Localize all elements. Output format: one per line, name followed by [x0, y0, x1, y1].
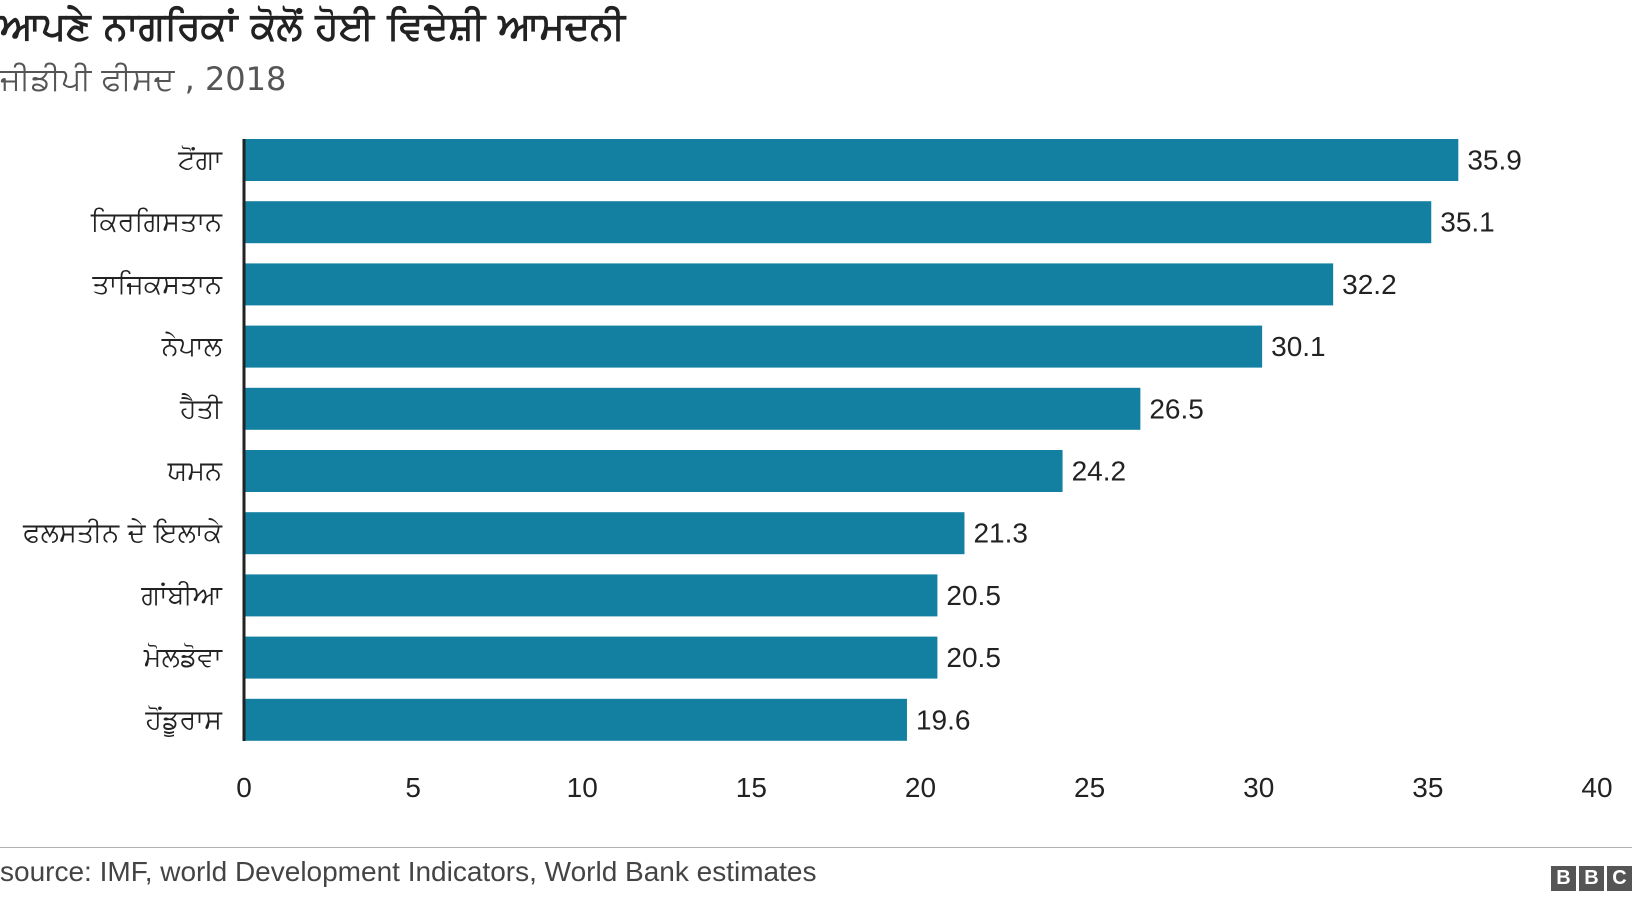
bbc-logo-letter: C	[1607, 866, 1632, 891]
x-tick-label: 25	[1074, 772, 1105, 803]
bar	[244, 387, 1141, 430]
x-tick-label: 30	[1243, 772, 1274, 803]
category-label: ਟੋਂਗਾ	[177, 145, 223, 176]
value-label: 32.2	[1342, 269, 1397, 300]
footer-divider	[0, 847, 1632, 848]
source-note: source: IMF, world Development Indicator…	[0, 856, 817, 887]
x-tick-label: 15	[736, 772, 767, 803]
bar	[244, 574, 938, 617]
category-label: ਤਾਜਿਕਸਤਾਨ	[91, 269, 223, 300]
bar	[244, 636, 938, 679]
value-label: 21.3	[973, 518, 1027, 549]
category-label: ਹੋਂਡੂਰਾਸ	[144, 704, 223, 737]
bar	[244, 512, 965, 555]
value-label: 26.5	[1149, 393, 1204, 424]
category-label: ਹੈਤੀ	[179, 393, 223, 424]
bbc-logo: B B C	[1551, 866, 1632, 891]
value-label: 20.5	[946, 642, 1001, 673]
category-label: ਮੋਲਡੋਵਾ	[143, 642, 223, 673]
bbc-logo-letter: B	[1579, 866, 1604, 891]
x-tick-label: 35	[1412, 772, 1443, 803]
chart-subtitle: ਜੀਡੀਪੀ ਫੀਸਦ , 2018	[0, 60, 287, 98]
chart-title: ਆਪਣੇ ਨਾਗਰਿਕਾਂ ਕੋਲੋਂ ਹੋਈ ਵਿਦੇਸ਼ੀ ਆਮਦਨੀ	[0, 4, 626, 48]
bar	[244, 450, 1063, 492]
bar	[244, 139, 1459, 181]
category-label: ਨੇਪਾਲ	[161, 331, 223, 362]
bar	[244, 263, 1334, 306]
bar	[244, 325, 1263, 368]
x-tick-label: 10	[567, 772, 598, 803]
bar	[244, 698, 907, 741]
value-label: 20.5	[946, 580, 1001, 611]
value-label: 30.1	[1271, 331, 1326, 362]
category-label: ਗਾਂਬੀਆ	[140, 580, 222, 611]
category-label: ਕਿਰਗਿਸਤਾਨ	[90, 207, 223, 238]
value-label: 24.2	[1072, 456, 1127, 487]
bar-chart: ਟੋਂਗਾ 35.9 ਕਿਰਗਿਸਤਾਨ 35.1 ਤਾਜਿਕਸਤਾਨ 32.2 ਨੇਪਾਲ…	[22, 139, 1613, 803]
value-label: 19.6	[916, 704, 971, 735]
x-tick-label: 5	[405, 772, 421, 803]
value-label: 35.9	[1467, 145, 1522, 176]
x-tick-label: 20	[905, 772, 936, 803]
category-label: ਯਮਨ	[167, 456, 224, 487]
category-label: ਫਲਸਤੀਨ ਦੇ ਇਲਾਕੇ	[22, 518, 223, 549]
x-tick-label: 0	[236, 772, 252, 803]
bbc-logo-letter: B	[1551, 866, 1576, 891]
x-tick-label: 40	[1581, 772, 1612, 803]
value-label: 35.1	[1440, 207, 1495, 238]
bar	[244, 201, 1432, 244]
